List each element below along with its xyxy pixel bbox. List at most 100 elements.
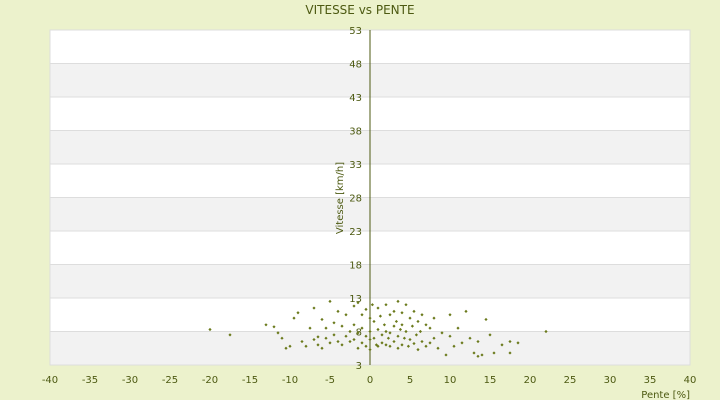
data-point <box>388 313 392 317</box>
data-point <box>384 329 388 334</box>
data-point <box>392 309 396 313</box>
data-point <box>444 353 448 357</box>
data-point <box>456 326 460 330</box>
data-point <box>352 323 356 327</box>
data-point <box>364 344 368 348</box>
data-point <box>396 346 400 350</box>
data-point <box>400 311 404 315</box>
y-tick-label: 33 <box>349 160 362 171</box>
data-point <box>384 303 388 307</box>
data-point <box>408 316 412 320</box>
data-point <box>388 344 392 348</box>
data-point <box>400 323 404 327</box>
data-point <box>404 303 408 307</box>
data-point <box>480 353 484 357</box>
data-point <box>372 319 376 324</box>
data-point <box>464 309 468 313</box>
data-point <box>382 323 386 327</box>
x-tick-label: -15 <box>242 375 258 386</box>
data-point <box>348 339 352 344</box>
y-tick-label: 23 <box>349 227 362 238</box>
x-tick-label: 10 <box>444 375 457 386</box>
x-tick-label: -35 <box>82 375 98 386</box>
x-tick-label: -10 <box>282 375 298 386</box>
data-point <box>392 324 396 328</box>
y-tick-label: 28 <box>349 194 362 205</box>
data-point <box>424 344 428 348</box>
x-tick-label: 35 <box>644 375 657 386</box>
data-point <box>412 309 416 313</box>
data-point <box>488 333 492 337</box>
data-point <box>468 336 472 340</box>
x-tick-label: 40 <box>684 375 697 386</box>
data-point <box>396 299 400 303</box>
data-point <box>476 354 480 358</box>
data-point <box>340 343 344 347</box>
data-point <box>414 333 418 337</box>
y-tick-label: 43 <box>349 93 362 104</box>
y-tick-label: 3 <box>356 361 362 372</box>
data-point <box>336 339 340 344</box>
data-point <box>320 346 324 350</box>
data-point <box>398 327 402 332</box>
data-point <box>324 326 328 330</box>
data-point <box>328 341 332 345</box>
data-point <box>304 344 308 348</box>
data-point <box>404 329 408 334</box>
data-point <box>460 341 464 345</box>
data-point <box>312 306 316 310</box>
y-tick-label: 53 <box>349 26 362 37</box>
data-point <box>372 336 376 340</box>
data-point <box>316 335 320 339</box>
data-point <box>428 341 432 345</box>
data-point <box>264 323 268 327</box>
x-tick-label: 30 <box>604 375 617 386</box>
data-point <box>344 313 348 317</box>
data-point <box>208 327 212 332</box>
data-point <box>272 325 276 329</box>
data-point <box>416 319 420 324</box>
data-point <box>392 339 396 344</box>
data-point <box>380 341 384 345</box>
chart-title: VITESSE vs PENTE <box>305 3 414 17</box>
data-point <box>356 301 360 305</box>
data-point <box>368 329 372 334</box>
data-point <box>384 343 388 347</box>
data-point <box>356 346 360 350</box>
data-point <box>416 347 420 352</box>
data-point <box>364 334 368 338</box>
data-point <box>452 344 456 348</box>
data-point <box>296 311 300 315</box>
data-point <box>492 351 496 355</box>
data-point <box>544 329 548 334</box>
x-tick-label: 0 <box>367 375 373 386</box>
data-point <box>336 309 340 313</box>
x-tick-label: -30 <box>122 375 138 386</box>
data-point <box>418 329 422 334</box>
x-tick-label: -5 <box>325 375 335 386</box>
data-point <box>424 323 428 327</box>
data-point <box>400 343 404 347</box>
data-point <box>436 346 440 350</box>
data-point <box>280 336 284 340</box>
data-point <box>516 341 520 345</box>
x-tick-label: 5 <box>407 375 413 386</box>
data-point <box>410 324 414 328</box>
data-point <box>476 339 480 344</box>
data-point <box>368 347 372 352</box>
data-point <box>228 333 232 337</box>
data-point <box>332 321 336 325</box>
data-point <box>368 337 372 342</box>
y-tick-label: 38 <box>349 127 362 138</box>
data-point <box>378 314 382 318</box>
data-point <box>386 336 390 340</box>
x-tick-label: 15 <box>484 375 497 386</box>
data-point <box>448 313 452 317</box>
x-axis-label: Pente [%] <box>641 390 690 400</box>
data-point <box>352 337 356 342</box>
data-point <box>332 333 336 337</box>
data-point <box>500 343 504 347</box>
data-point <box>402 336 406 340</box>
data-point <box>360 326 364 330</box>
